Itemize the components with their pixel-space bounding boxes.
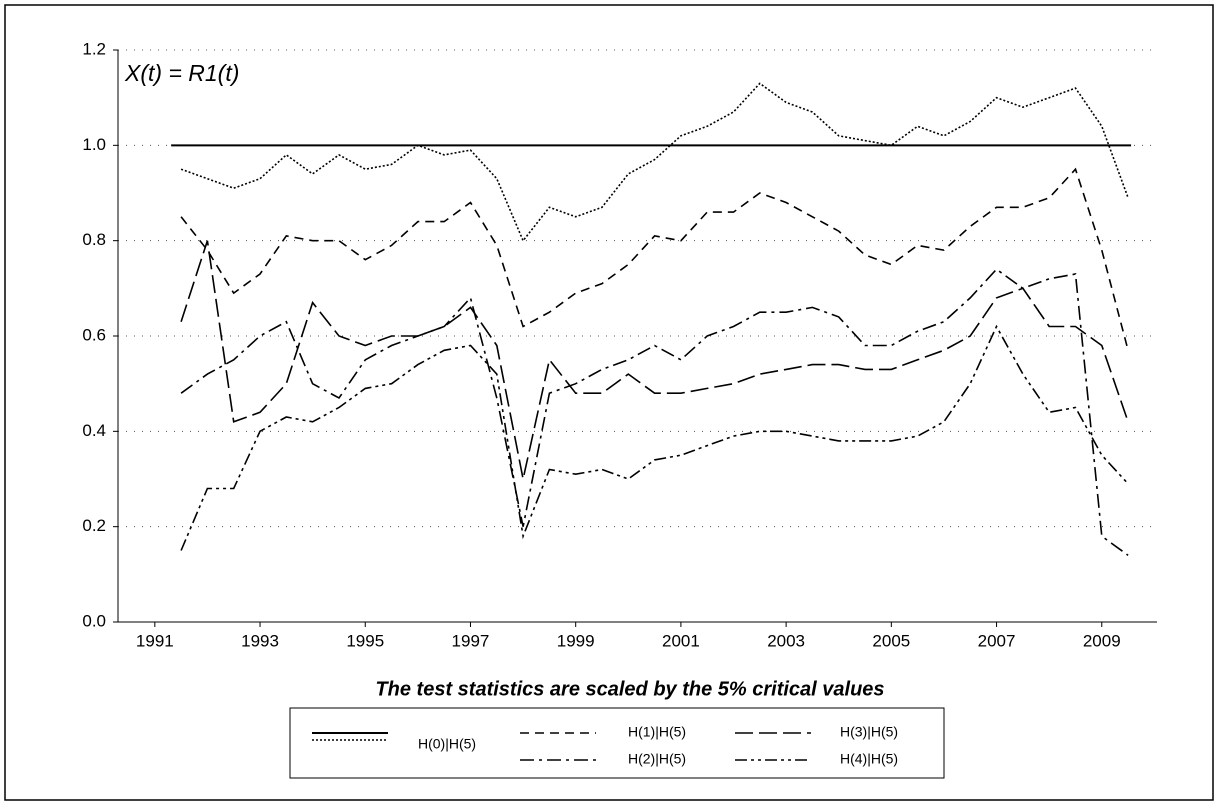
series-line [180,240,1129,480]
legend-box [289,707,945,779]
x-tick-label: 2001 [662,631,700,650]
y-tick-label: 0.2 [82,516,106,535]
legend-label: H(4)|H(5) [840,751,898,767]
legend-label: H(0)|H(5) [418,736,476,752]
x-tick-label: 1997 [452,631,490,650]
x-tick-label: 1995 [346,631,384,650]
y-tick-label: 0.8 [82,230,106,249]
legend-label: H(2)|H(5) [628,751,686,767]
y-tick-label: 1.0 [82,135,106,154]
y-tick-label: 0.0 [82,611,106,630]
y-tick-label: 0.6 [82,325,106,344]
x-tick-label: 2003 [767,631,805,650]
legend-label: H(1)|H(5) [628,724,686,740]
frame [4,4,1214,801]
series-line [180,82,1129,243]
x-tick-label: 1999 [557,631,595,650]
series-line [180,324,1129,551]
y-tick-label: 0.4 [82,421,106,440]
x-tick-label: 1991 [136,631,174,650]
annotation: X(t) = R1(t) [124,60,239,86]
series-line [180,167,1129,351]
x-axis-label: The test statistics are scaled by the 5%… [375,678,884,700]
series-line [180,268,1129,556]
x-tick-label: 2007 [978,631,1016,650]
x-tick-label: 1993 [241,631,279,650]
x-tick-label: 2005 [872,631,910,650]
x-tick-label: 2009 [1083,631,1121,650]
legend-label: H(3)|H(5) [840,724,898,740]
y-tick-label: 1.2 [82,39,106,58]
